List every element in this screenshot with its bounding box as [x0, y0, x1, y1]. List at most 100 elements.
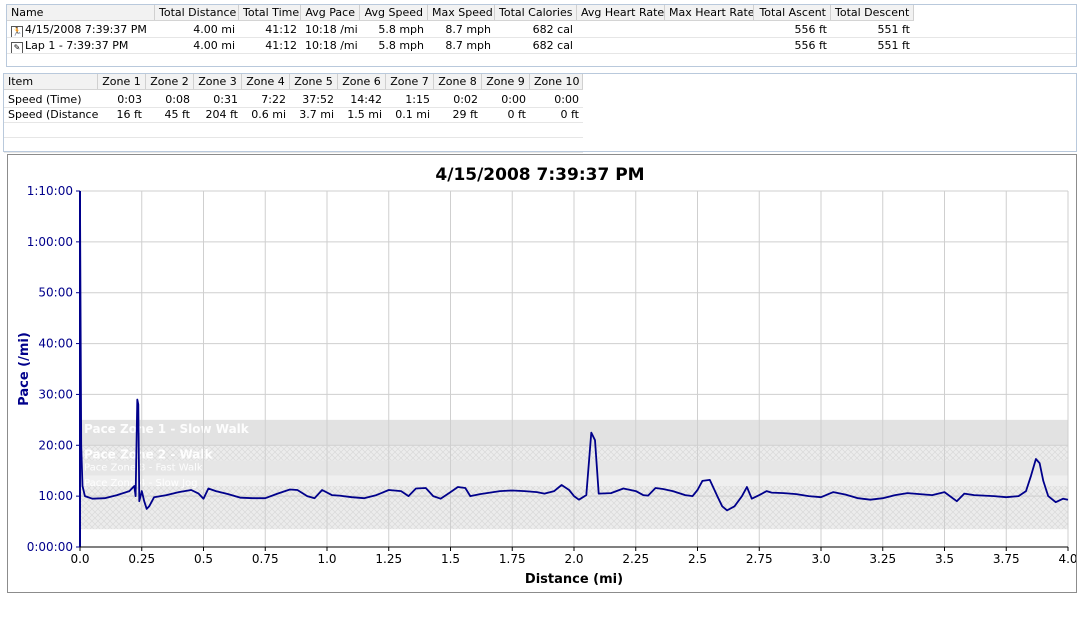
zone-cell: 0:03: [117, 93, 142, 106]
column-header-total-time[interactable]: Total Time: [239, 5, 301, 20]
column-header-total-distance[interactable]: Total Distance: [155, 5, 239, 20]
zone-label: Pace Zone 4 - Slow Jog: [84, 478, 198, 489]
chart-grid: [80, 190, 1069, 547]
x-tick-label: 0.5: [194, 552, 213, 566]
column-header-name[interactable]: Name: [7, 5, 155, 20]
max-heart-rate-cell: [665, 38, 754, 53]
total-calories-cell: 682 cal: [532, 23, 573, 36]
zone-label: Pace Zone 2 - Walk: [84, 447, 214, 461]
zone-cell: 0.1 mi: [395, 108, 430, 121]
total-time-cell: 41:12: [265, 39, 297, 52]
empty-row: [4, 122, 583, 138]
avg-speed-cell: 5.8 mph: [378, 39, 424, 52]
x-tick-label: 2.5: [688, 552, 707, 566]
lap-icon: ✎: [11, 42, 23, 53]
x-tick-label: 4.0: [1058, 552, 1076, 566]
zone-cell: 0:00: [501, 93, 526, 106]
x-tick-label: 0.75: [252, 552, 279, 566]
column-header-total-calories[interactable]: Total Calories: [495, 5, 577, 20]
avg-heart-rate-cell: [577, 38, 665, 53]
table-row[interactable]: Speed (Time) 0:03 0:08 0:31 7:22 37:52 1…: [4, 92, 583, 108]
column-header-total-descent[interactable]: Total Descent: [831, 5, 914, 20]
zone-cell: 0:02: [453, 93, 478, 106]
zone-cell: 1:15: [405, 93, 430, 106]
total-ascent-cell: 556 ft: [794, 23, 827, 36]
column-header-zone-1[interactable]: Zone 1: [98, 74, 146, 89]
item-cell: Speed (Time): [8, 93, 82, 106]
y-axis-label: Pace (/mi): [17, 332, 32, 406]
total-ascent-cell: 556 ft: [794, 39, 827, 52]
table-row[interactable]: 🏃 4/15/2008 7:39:37 PM 4.00 mi 41:12 10:1…: [7, 22, 1076, 38]
column-header-zone-6[interactable]: Zone 6: [338, 74, 386, 89]
column-header-max-heart-rate[interactable]: Max Heart Rate: [665, 5, 754, 20]
avg-heart-rate-cell: [577, 22, 665, 37]
zone-cell: 1.5 mi: [347, 108, 382, 121]
zone-header-row: Item Zone 1 Zone 2 Zone 3 Zone 4 Zone 5 …: [4, 74, 583, 90]
x-tick-label: 1.0: [317, 552, 336, 566]
column-header-item[interactable]: Item: [4, 74, 98, 89]
avg-pace-cell: 10:18 /mi: [305, 23, 358, 36]
zone-cell: 3.7 mi: [299, 108, 334, 121]
x-tick-label: 3.5: [935, 552, 954, 566]
column-header-avg-speed[interactable]: Avg Speed: [360, 5, 428, 20]
column-header-zone-2[interactable]: Zone 2: [146, 74, 194, 89]
zone-cell: 0:08: [165, 93, 190, 106]
y-tick-label: 50:00: [38, 286, 73, 300]
chart-title: 4/15/2008 7:39:37 PM: [435, 165, 644, 185]
summary-header-row: Name Total Distance Total Time Avg Pace …: [7, 5, 914, 21]
y-tick-label: 20:00: [38, 438, 73, 452]
total-distance-cell: 4.00 mi: [193, 39, 235, 52]
zone-cell: 45 ft: [164, 108, 191, 121]
column-header-avg-pace[interactable]: Avg Pace: [301, 5, 360, 20]
pace-chart-panel[interactable]: 4/15/2008 7:39:37 PM Pace Zone 1 - Slow …: [7, 154, 1078, 593]
zone-cell: 0 ft: [560, 108, 580, 121]
column-header-avg-heart-rate[interactable]: Avg Heart Rate: [577, 5, 665, 20]
x-tick-label: 3.0: [811, 552, 830, 566]
name-cell: 🏃 4/15/2008 7:39:37 PM: [11, 23, 147, 37]
x-tick-label: 3.75: [993, 552, 1020, 566]
x-tick-label: 1.5: [441, 552, 460, 566]
x-axis-ticks: 0.0 0.25 0.5 0.75 1.0 1.25 1.5 1.75 2.0 2.25 2.5 2.…: [70, 547, 1078, 566]
x-tick-label: 3.25: [869, 552, 896, 566]
total-distance-cell: 4.00 mi: [193, 23, 235, 36]
column-header-zone-4[interactable]: Zone 4: [242, 74, 290, 89]
column-header-zone-3[interactable]: Zone 3: [194, 74, 242, 89]
total-calories-cell: 682 cal: [532, 39, 573, 52]
avg-speed-cell: 5.8 mph: [378, 23, 424, 36]
zone-cell: 14:42: [350, 93, 382, 106]
table-row[interactable]: Speed (Distance) 16 ft 45 ft 204 ft 0.6 …: [4, 107, 583, 123]
column-header-zone-10[interactable]: Zone 10: [530, 74, 583, 89]
pace-chart[interactable]: 4/15/2008 7:39:37 PM Pace Zone 1 - Slow …: [8, 155, 1078, 592]
zone-table: Item Zone 1 Zone 2 Zone 3 Zone 4 Zone 5 …: [3, 73, 1077, 153]
y-tick-label: 10:00: [38, 489, 73, 503]
y-tick-label: 30:00: [38, 387, 73, 401]
x-tick-label: 0.0: [70, 552, 89, 566]
x-axis-label: Distance (mi): [525, 572, 623, 587]
column-header-max-speed[interactable]: Max Speed: [428, 5, 495, 20]
column-header-zone-7[interactable]: Zone 7: [386, 74, 434, 89]
column-header-zone-5[interactable]: Zone 5: [290, 74, 338, 89]
max-heart-rate-cell: [665, 22, 754, 37]
y-tick-label: 1:10:00: [27, 184, 73, 198]
total-descent-cell: 551 ft: [877, 23, 910, 36]
zone-cell: 16 ft: [116, 108, 143, 121]
zone-label: Pace Zone 1 - Slow Walk: [84, 422, 250, 436]
max-speed-cell: 8.7 mph: [445, 39, 491, 52]
name-cell: ✎ Lap 1 - 7:39:37 PM: [7, 38, 155, 53]
column-header-total-ascent[interactable]: Total Ascent: [754, 5, 831, 20]
y-tick-label: 0:00:00: [27, 540, 73, 554]
total-descent-cell: 551 ft: [877, 39, 910, 52]
y-tick-label: 1:00:00: [27, 235, 73, 249]
column-header-zone-9[interactable]: Zone 9: [482, 74, 530, 89]
table-row[interactable]: ✎ Lap 1 - 7:39:37 PM 4.00 mi 41:12 10:18 …: [7, 38, 1076, 54]
activity-icon: 🏃: [11, 26, 23, 37]
max-speed-cell: 8.7 mph: [445, 23, 491, 36]
zone-cell: 37:52: [302, 93, 334, 106]
x-tick-label: 1.25: [375, 552, 402, 566]
zone-cell: 7:22: [261, 93, 286, 106]
y-tick-label: 40:00: [38, 337, 73, 351]
column-header-zone-8[interactable]: Zone 8: [434, 74, 482, 89]
avg-pace-cell: 10:18 /mi: [305, 39, 358, 52]
empty-row: [4, 137, 583, 153]
activity-summary-table: Name Total Distance Total Time Avg Pace …: [6, 4, 1077, 67]
